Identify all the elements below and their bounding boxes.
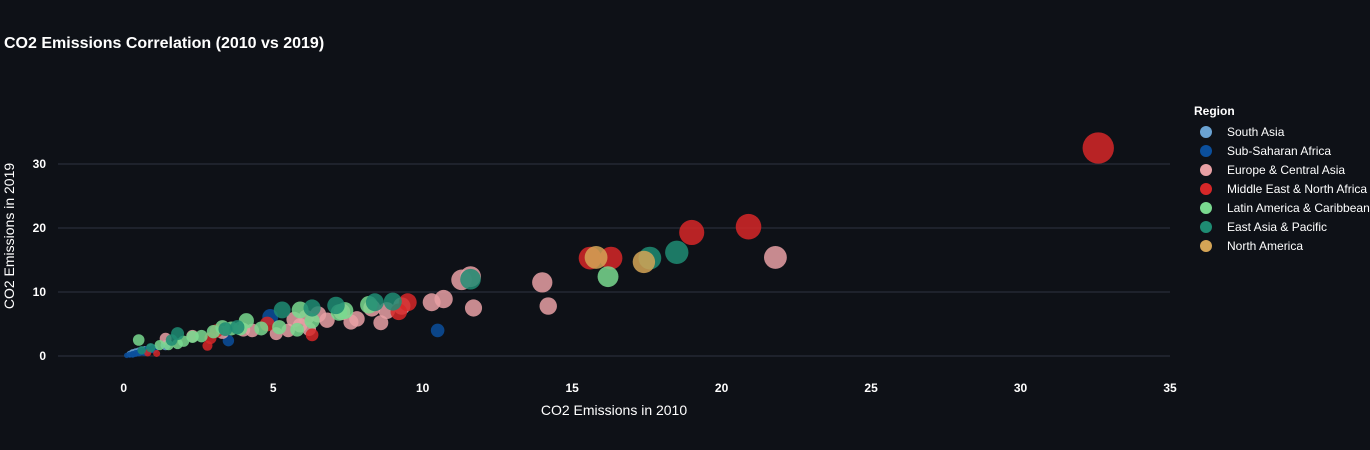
data-point [349, 311, 365, 327]
legend-swatch [1200, 182, 1212, 195]
x-tick-label: 10 [416, 381, 430, 395]
y-axis-title: CO2 Emissions in 2019 [1, 163, 17, 310]
data-point [430, 323, 445, 338]
data-point [132, 334, 145, 346]
data-point [584, 246, 608, 269]
data-point [171, 327, 185, 341]
data-point [129, 351, 136, 358]
data-point [305, 328, 319, 342]
data-point [230, 320, 245, 335]
data-point [365, 293, 384, 312]
legend-label: Sub-Saharan Africa [1227, 143, 1332, 158]
data-point [154, 339, 165, 351]
data-point [597, 266, 619, 288]
legend-label: North America [1227, 238, 1304, 253]
x-tick-label: 35 [1163, 381, 1177, 395]
legend-item[interactable]: Latin America & Caribbean [1194, 198, 1370, 217]
data-point [137, 345, 146, 355]
y-tick-label: 30 [33, 157, 47, 171]
data-point [272, 320, 287, 335]
y-tick-label: 10 [33, 285, 47, 299]
x-tick-label: 15 [565, 381, 579, 395]
data-point [153, 349, 161, 357]
legend-swatch [1200, 220, 1212, 233]
data-point [764, 246, 787, 269]
legend-swatch [1200, 239, 1212, 252]
legend-swatch [1200, 201, 1212, 214]
legend: Region South Asia Sub-Saharan Africa Europ… [1194, 104, 1370, 255]
legend-item[interactable]: North America [1194, 236, 1370, 255]
legend-swatch [1200, 125, 1212, 138]
legend-label: East Asia & Pacific [1227, 219, 1328, 234]
data-point [460, 268, 481, 290]
legend-item[interactable]: South Asia [1194, 122, 1370, 141]
y-tick-label: 20 [33, 221, 47, 235]
x-axis-title: CO2 Emissions in 2010 [541, 402, 688, 418]
chart-title: CO2 Emissions Correlation (2010 vs 2019) [4, 35, 325, 52]
data-point [398, 293, 417, 312]
data-point [327, 296, 345, 315]
x-tick-label: 5 [270, 381, 277, 395]
x-tick-label: 0 [120, 381, 127, 395]
data-point [434, 289, 453, 309]
data-point [735, 213, 762, 240]
legend-title: Region [1194, 104, 1235, 118]
x-tick-label: 20 [715, 381, 729, 395]
legend-item[interactable]: Sub-Saharan Africa [1194, 141, 1370, 160]
x-tick-label: 30 [1014, 381, 1028, 395]
legend-item[interactable]: Middle East & North Africa [1194, 179, 1370, 198]
data-point [383, 292, 402, 311]
data-point [539, 297, 557, 315]
data-point [254, 321, 269, 336]
legend-item[interactable]: Europe & Central Asia [1194, 160, 1370, 179]
legend-label: Middle East & North Africa [1227, 181, 1368, 196]
data-point [273, 301, 291, 319]
legend-label: South Asia [1227, 124, 1285, 139]
data-point [186, 330, 199, 343]
legend-label: Europe & Central Asia [1227, 162, 1346, 177]
legend-label: Latin America & Caribbean [1227, 200, 1370, 215]
legend-swatch [1200, 144, 1212, 157]
data-point [218, 322, 233, 337]
legend-item[interactable]: East Asia & Pacific [1194, 217, 1370, 236]
x-tick-label: 25 [864, 381, 878, 395]
data-point [632, 250, 656, 274]
data-point [195, 329, 208, 343]
data-point [464, 299, 483, 317]
data-point [304, 313, 320, 329]
data-point [319, 312, 335, 328]
data-point [290, 322, 304, 337]
data-point [665, 240, 689, 264]
y-tick-label: 0 [39, 349, 46, 363]
data-point [1082, 132, 1114, 164]
data-point [679, 219, 705, 246]
data-point [303, 299, 321, 317]
data-point [145, 342, 156, 353]
data-point [532, 272, 553, 293]
legend-swatch [1200, 163, 1212, 176]
data-point [373, 315, 389, 331]
